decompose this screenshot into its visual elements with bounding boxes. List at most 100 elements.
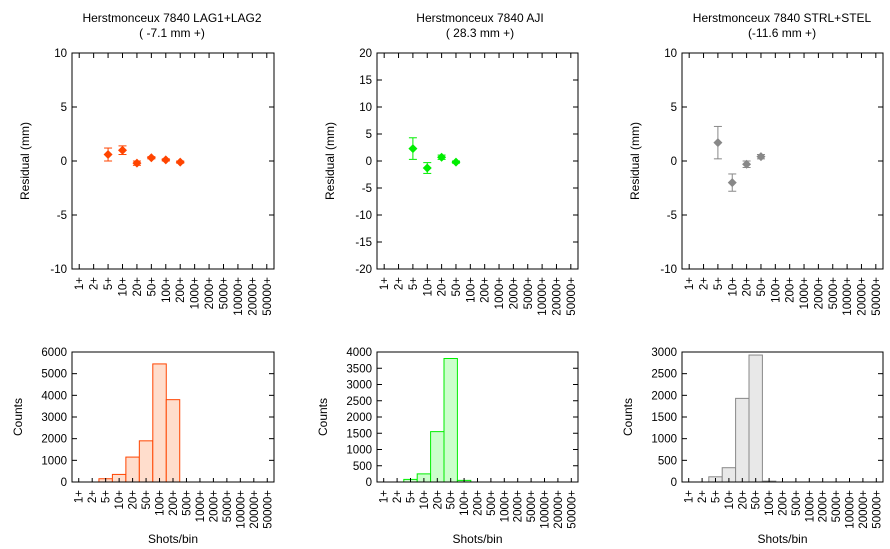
x-tick-label: 2000+ [818,490,830,523]
y-tick-label: 0 [366,156,372,168]
x-tick-label: 10000+ [845,490,857,529]
x-tick-label: 2+ [89,277,101,290]
x-tick-label: 50000+ [566,277,578,316]
x-tick-label: 5+ [103,277,115,290]
x-axis-label: Shots/bin [452,532,502,546]
x-tick-label: 5000+ [222,490,234,523]
y-tick-label: 1000 [41,455,67,467]
x-tick-label: 50+ [751,490,763,510]
residual-point [727,178,737,188]
x-tick-label: 20+ [132,277,144,297]
y-tick-label: 2500 [651,369,677,381]
residual-point [175,157,185,167]
y-tick-label: 1000 [346,445,372,457]
x-tick-label: 20+ [437,277,449,297]
y-tick-label: 0 [61,156,67,168]
y-tick-label: 1500 [346,428,372,440]
x-tick-label: 50000+ [871,277,883,316]
y-tick-label: 2000 [651,390,677,402]
panel-2: Herstmonceux 7840 AJI( 28.3 mm +) -20 -15 -… [316,11,579,546]
y-tick-label: 10 [54,48,67,60]
y-tick-label: 5 [671,102,677,114]
x-tick-label: 50+ [146,277,158,297]
x-tick-label: 20000+ [858,490,870,529]
x-tick-label: 2000+ [204,277,216,310]
x-tick-label: 5000+ [831,490,843,523]
x-tick-label: 500+ [486,490,498,516]
y-tick-label: 500 [658,455,677,467]
y-tick-label: 3000 [651,347,677,359]
residual-point [408,144,418,154]
x-tick-label: 1000+ [190,277,202,310]
y-tick-label: 2500 [346,396,372,408]
x-tick-label: 10000+ [537,277,549,316]
x-tick-label: 10000+ [233,277,245,316]
x-tick-label: 1000+ [494,277,506,310]
x-tick-label: 50+ [446,490,458,510]
x-tick-label: 1000+ [195,490,207,523]
x-tick-label: 100+ [764,490,776,516]
x-tick-label: 100+ [161,277,173,303]
x-tick-label: 2+ [699,277,711,290]
x-tick-label: 1000+ [804,490,816,523]
x-tick-label: 10+ [118,277,130,297]
x-tick-label: 10000+ [842,277,854,316]
x-tick-label: 1+ [74,277,86,290]
y-tick-label: -10 [355,210,372,222]
y-tick-label: -10 [660,264,677,276]
panel-3: Herstmonceux 7840 STRL+STEL(-11.6 mm +) -… [621,11,884,546]
x-tick-label: 20+ [128,490,140,510]
y-tick-label: 2000 [346,412,372,424]
x-axis-label: Shots/bin [148,532,198,546]
x-tick-label: 200+ [473,490,485,516]
panel-subtitle: ( 28.3 mm +) [446,26,514,40]
x-tick-label: 50000+ [262,277,274,316]
y-axis-label: Counts [11,398,25,436]
y-axis-label: Counts [621,398,635,436]
y-axis-label: Residual (mm) [628,122,642,200]
y-tick-label: 5000 [41,369,67,381]
y-tick-label: 10 [664,48,677,60]
residual-point [756,152,766,162]
y-tick-label: -20 [355,264,372,276]
x-tick-label: 1000+ [799,277,811,310]
x-tick-label: 100+ [465,277,477,303]
x-tick-label: 20000+ [856,277,868,316]
residual-point [713,138,723,148]
x-tick-label: 10+ [419,490,431,510]
x-tick-label: 200+ [168,490,180,516]
histogram-bar [138,440,154,483]
histogram-bar [430,431,445,483]
y-axis-label: Residual (mm) [323,122,337,200]
residual-point [161,155,171,165]
x-tick-label: 10+ [727,277,739,297]
histogram-bar [443,358,458,483]
x-tick-label: 20000+ [553,490,565,529]
x-tick-label: 50000+ [871,490,883,529]
y-tick-label: 3000 [346,380,372,392]
x-tick-label: 500+ [181,490,193,516]
y-tick-label: 0 [366,477,372,489]
x-tick-label: 20000+ [551,277,563,316]
y-axis-label: Residual (mm) [18,122,32,200]
x-tick-label: 20000+ [247,277,259,316]
y-tick-label: 0 [61,477,67,489]
x-tick-label: 10+ [114,490,126,510]
x-tick-label: 2+ [394,277,406,290]
x-tick-label: 500+ [791,490,803,516]
residual-point [146,153,156,163]
x-tick-label: 2000+ [513,490,525,523]
panel-title: Herstmonceux 7840 AJI [416,11,543,25]
x-tick-label: 1+ [684,277,696,290]
histogram-bar [748,354,763,483]
x-tick-label: 5+ [408,277,420,290]
x-axis-label: Shots/bin [757,532,807,546]
x-tick-label: 5+ [711,490,723,503]
y-tick-label: 5 [61,102,67,114]
x-tick-label: 50+ [451,277,463,297]
x-tick-label: 5+ [713,277,725,290]
